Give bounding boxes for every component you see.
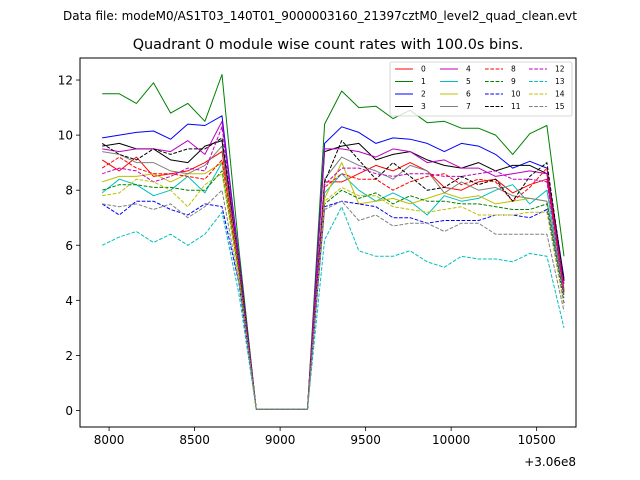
series-line-11	[101, 137, 565, 410]
x-tick-label: 9000	[265, 433, 296, 447]
legend-label-2: 2	[421, 90, 426, 99]
y-tick-label: 6	[65, 239, 73, 253]
x-axis: 8000 8500 9000 9500 10000 10500	[94, 427, 556, 447]
legend-label-11: 11	[511, 102, 521, 111]
x-tick-label: 10000	[432, 433, 470, 447]
y-tick-label: 12	[58, 74, 73, 88]
chart-title: Quadrant 0 module wise count rates with …	[133, 37, 524, 53]
y-tick-label: 0	[65, 404, 73, 418]
x-offset-label: +3.06e8	[524, 455, 576, 469]
legend-label-12: 12	[555, 65, 565, 74]
legend-label-7: 7	[466, 102, 471, 111]
series-line-6	[102, 162, 565, 410]
legend-label-5: 5	[466, 77, 471, 86]
series-line-1	[102, 74, 565, 410]
series-line-10	[101, 200, 565, 410]
legend-label-1: 1	[421, 77, 426, 86]
x-tick-label: 8000	[94, 433, 125, 447]
y-tick-label: 4	[65, 294, 73, 308]
series-line-2	[102, 115, 565, 410]
plot-lines	[101, 74, 565, 410]
legend-label-4: 4	[466, 65, 471, 74]
legend-box	[389, 61, 573, 117]
legend-label-14: 14	[555, 90, 565, 99]
legend-label-13: 13	[555, 77, 565, 86]
x-tick-label: 9500	[350, 433, 381, 447]
legend-label-0: 0	[421, 65, 426, 74]
series-line-4	[102, 120, 565, 410]
y-tick-label: 2	[65, 349, 73, 363]
series-line-5	[101, 162, 565, 410]
series-line-15	[102, 189, 565, 410]
legend-label-6: 6	[466, 90, 471, 99]
axes-frame	[79, 57, 577, 428]
legend-label-3: 3	[421, 102, 426, 111]
data-file-suptitle: Data file: modeM0/AS1T03_140T01_90000031…	[63, 9, 577, 23]
legend-label-15: 15	[555, 102, 565, 111]
x-tick-label: 10500	[518, 433, 556, 447]
series-line-8	[101, 156, 565, 410]
y-axis: 0 2 4 6 8 10 12	[58, 74, 80, 418]
series-line-14	[102, 173, 565, 410]
legend-label-10: 10	[511, 90, 521, 99]
series-line-13	[101, 206, 565, 410]
series-line-12	[102, 126, 565, 410]
x-tick-label: 8500	[179, 433, 210, 447]
legend-label-9: 9	[511, 77, 516, 86]
y-tick-label: 8	[65, 184, 73, 198]
y-tick-label: 10	[58, 129, 73, 143]
legend-label-8: 8	[511, 65, 516, 74]
series-line-9	[102, 170, 565, 410]
